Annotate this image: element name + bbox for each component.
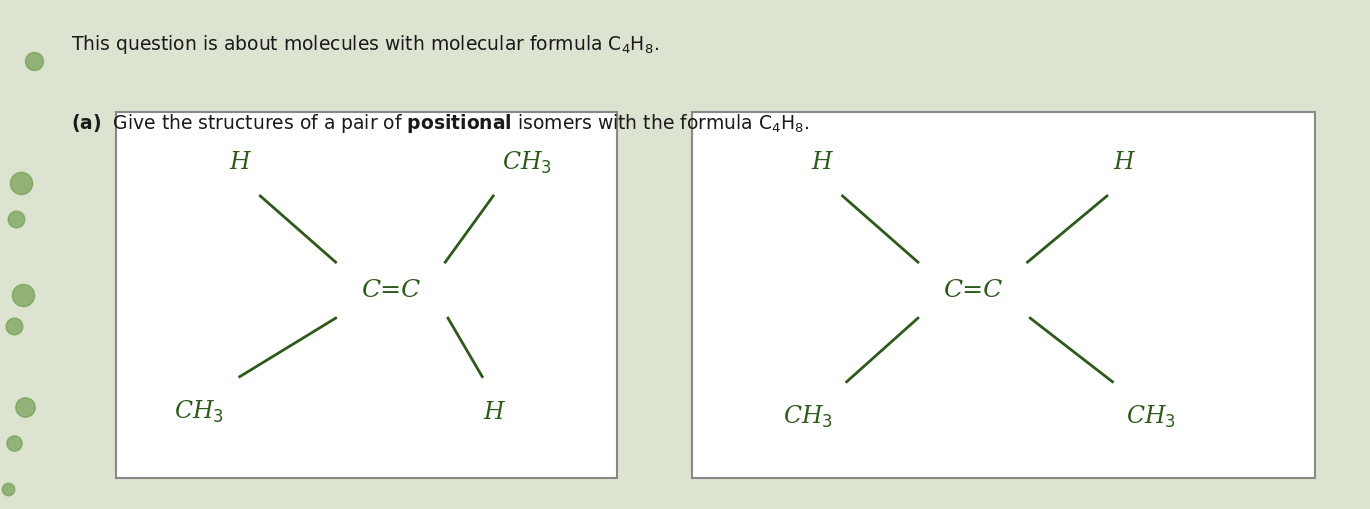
Text: C=C: C=C <box>943 278 1003 302</box>
Text: CH$_3$: CH$_3$ <box>1126 404 1175 431</box>
Text: H: H <box>1112 151 1134 175</box>
Text: CH$_3$: CH$_3$ <box>784 404 833 431</box>
Text: This question is about molecules with molecular formula $\mathregular{C_4H_8}$.: This question is about molecules with mo… <box>71 33 659 56</box>
Text: H: H <box>811 151 833 175</box>
Text: H: H <box>482 401 504 424</box>
Text: CH$_3$: CH$_3$ <box>174 399 223 426</box>
Text: CH$_3$: CH$_3$ <box>503 150 552 176</box>
Text: C=C: C=C <box>360 278 421 302</box>
Bar <box>116 112 616 478</box>
Text: H: H <box>229 151 251 175</box>
Text: $\bf{(a)}$  Give the structures of a pair of $\bf{positional}$ isomers with the : $\bf{(a)}$ Give the structures of a pair… <box>71 112 810 135</box>
Bar <box>692 112 1315 478</box>
